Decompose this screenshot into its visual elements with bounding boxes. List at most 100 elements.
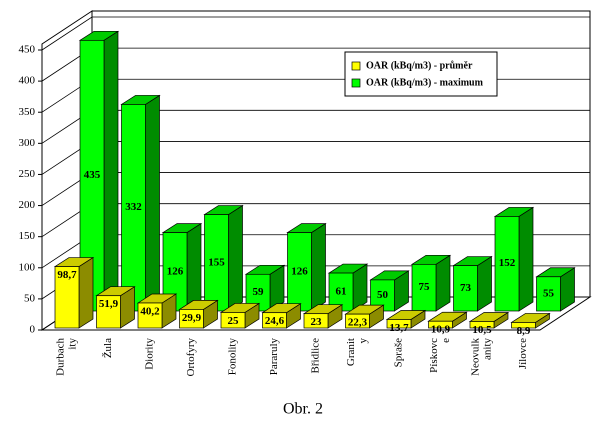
bar-front — [469, 321, 495, 329]
bar-front — [220, 312, 246, 329]
bar — [344, 304, 385, 329]
value-label: 50 — [377, 289, 389, 301]
bar-side — [228, 204, 243, 312]
y-tick-label: 200 — [19, 199, 36, 211]
bar — [385, 309, 427, 329]
value-label: 13,7 — [389, 322, 409, 334]
bar — [302, 304, 344, 329]
x-tick-label: y — [357, 338, 369, 344]
y-tick-label: 450 — [19, 44, 36, 56]
bar-side — [477, 255, 492, 312]
y-tick-label: 150 — [19, 230, 36, 242]
bar — [510, 312, 551, 329]
x-tick-label: Pískovc — [428, 338, 440, 373]
bar — [452, 255, 493, 312]
value-label: 126 — [167, 265, 184, 277]
x-tick-label: Ortofyry — [185, 338, 197, 377]
y-tick-label: 100 — [19, 261, 36, 273]
legend-label: OAR (kBq/m3) - maximum — [366, 77, 484, 88]
bar — [203, 204, 244, 312]
value-label: 155 — [208, 256, 225, 268]
bar-front — [204, 214, 229, 312]
x-tick-label: anity — [482, 338, 494, 360]
bar — [410, 254, 452, 312]
bar — [286, 222, 327, 312]
bar-front — [303, 313, 329, 329]
value-label: 23 — [311, 316, 323, 328]
y-tick-label: 0 — [30, 324, 36, 336]
bar — [161, 222, 203, 312]
x-tick-label: Neovulk — [470, 338, 482, 376]
value-label: 40,2 — [140, 306, 160, 318]
bar-front — [386, 319, 412, 329]
x-tick-label: Fonolity — [227, 338, 239, 376]
value-label: 435 — [84, 169, 101, 181]
value-label: 24,6 — [265, 315, 285, 327]
y-tick-label: 250 — [19, 168, 36, 180]
bar-side — [145, 94, 160, 312]
value-label: 73 — [460, 282, 472, 294]
value-label: 55 — [543, 287, 555, 299]
x-tick-label: e — [440, 338, 452, 343]
bar-front — [287, 232, 312, 312]
value-label: 29,9 — [182, 312, 202, 324]
bar — [261, 303, 302, 329]
bar-front — [428, 320, 453, 329]
bar — [136, 293, 178, 329]
x-tick-label: Jílovce — [517, 338, 529, 369]
value-label: 51,9 — [99, 298, 119, 310]
x-tick-label: Žula — [102, 338, 114, 358]
x-tick-label: ity — [67, 338, 79, 350]
legend-swatch — [351, 61, 361, 71]
x-tick-label: Pararuly — [268, 338, 280, 376]
bar-front — [137, 302, 163, 329]
value-label: 61 — [336, 286, 347, 298]
bar — [95, 286, 136, 329]
bar-front — [536, 276, 561, 312]
x-tick-label: Břidlice — [310, 338, 322, 374]
bar — [427, 311, 468, 329]
bar-side — [103, 30, 119, 312]
bar-side — [186, 222, 202, 312]
bar-front — [54, 266, 80, 329]
bar-front — [453, 265, 478, 312]
value-label: 59 — [253, 286, 265, 298]
bar-front — [494, 216, 520, 312]
y-tick-label: 350 — [19, 106, 36, 118]
bar-front — [96, 295, 121, 329]
value-label: 22,3 — [348, 317, 368, 329]
bar — [244, 264, 286, 312]
value-label: 75 — [419, 281, 431, 293]
legend-swatch — [351, 78, 361, 88]
x-tick-label: Spraše — [393, 338, 405, 367]
legend-label: OAR (kBq/m3) - průměr — [366, 60, 473, 71]
bar — [219, 302, 261, 329]
value-label: 10,5 — [472, 324, 492, 336]
value-label: 332 — [125, 201, 142, 213]
bar-side — [78, 256, 94, 329]
y-tick-label: 400 — [19, 75, 36, 87]
x-tick-label: Durbach — [55, 338, 67, 376]
bar-front — [345, 313, 370, 329]
value-label: 10,9 — [431, 324, 451, 336]
grid-line — [41, 16, 590, 51]
value-label: 8,9 — [517, 325, 531, 337]
bar — [535, 267, 576, 312]
bar-front — [262, 312, 287, 329]
bar-front — [511, 322, 536, 329]
x-tick-label: Granit — [345, 338, 357, 366]
value-label: 152 — [499, 257, 516, 269]
bar — [493, 206, 535, 312]
value-label: 25 — [228, 315, 240, 327]
bar-side — [311, 222, 326, 312]
legend-box — [344, 51, 498, 97]
x-tick-label: Diority — [144, 338, 156, 370]
value-label: 126 — [291, 265, 308, 277]
y-tick-label: 50 — [24, 292, 36, 304]
bar-front — [179, 309, 204, 329]
y-tick-label: 300 — [19, 137, 36, 149]
legend: OAR (kBq/m3) - průměr OAR (kBq/m3) - maxi… — [344, 51, 498, 97]
bar — [53, 256, 95, 329]
value-label: 98,7 — [57, 269, 77, 281]
